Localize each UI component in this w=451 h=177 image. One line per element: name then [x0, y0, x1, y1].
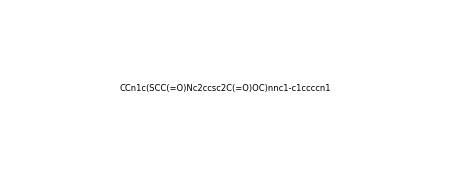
Text: CCn1c(SCC(=O)Nc2ccsc2C(=O)OC)nnc1-c1ccccn1: CCn1c(SCC(=O)Nc2ccsc2C(=O)OC)nnc1-c1cccc…	[120, 84, 331, 93]
